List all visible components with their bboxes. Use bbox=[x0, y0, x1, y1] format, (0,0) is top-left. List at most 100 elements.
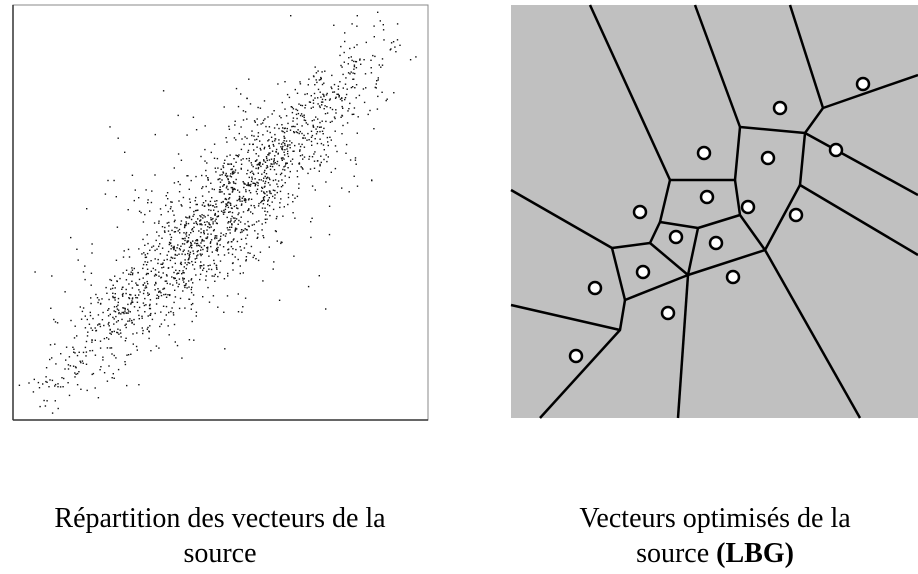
dot bbox=[261, 223, 263, 225]
dot bbox=[144, 256, 147, 259]
dot bbox=[117, 297, 120, 300]
dot bbox=[353, 60, 355, 63]
dot bbox=[242, 158, 244, 160]
dot bbox=[207, 177, 209, 179]
dot bbox=[226, 295, 229, 297]
dot bbox=[160, 276, 163, 278]
dot bbox=[298, 187, 300, 189]
dot bbox=[199, 267, 202, 269]
dot bbox=[165, 195, 167, 197]
dot bbox=[248, 209, 250, 211]
dot bbox=[249, 192, 252, 194]
dot bbox=[90, 284, 92, 286]
dot bbox=[283, 151, 285, 153]
dot bbox=[248, 189, 251, 192]
dot bbox=[245, 237, 247, 240]
dot bbox=[107, 315, 110, 317]
dot bbox=[349, 47, 351, 50]
dot bbox=[185, 224, 187, 227]
dot bbox=[166, 275, 168, 277]
dot bbox=[203, 233, 205, 235]
dot bbox=[154, 133, 156, 136]
scatter-dots bbox=[18, 11, 417, 414]
dot bbox=[231, 241, 233, 243]
dot bbox=[337, 85, 340, 87]
dot bbox=[162, 288, 164, 290]
dot bbox=[310, 130, 313, 132]
dot bbox=[234, 188, 236, 191]
dot bbox=[235, 204, 238, 207]
dot bbox=[363, 101, 366, 104]
dot bbox=[57, 383, 59, 385]
dot bbox=[249, 252, 251, 254]
dot bbox=[352, 72, 354, 74]
dot bbox=[259, 107, 262, 109]
dot bbox=[254, 139, 256, 141]
dot bbox=[154, 312, 156, 315]
dot bbox=[127, 354, 130, 356]
dot bbox=[205, 237, 207, 239]
dot bbox=[297, 112, 300, 115]
dot bbox=[330, 171, 332, 173]
dot bbox=[281, 179, 283, 181]
dot bbox=[256, 138, 258, 141]
dot bbox=[279, 202, 281, 204]
dot bbox=[223, 278, 226, 280]
dot bbox=[321, 130, 324, 132]
dot bbox=[100, 366, 102, 368]
dot bbox=[195, 196, 197, 199]
dot bbox=[240, 126, 242, 128]
dot bbox=[262, 180, 264, 182]
dot bbox=[131, 280, 133, 282]
dot bbox=[370, 72, 373, 74]
dot bbox=[267, 200, 269, 202]
dot bbox=[318, 275, 320, 277]
dot bbox=[221, 179, 223, 181]
dot bbox=[286, 130, 288, 132]
dot bbox=[184, 237, 186, 239]
dot bbox=[226, 204, 229, 206]
dot bbox=[142, 221, 145, 223]
dot bbox=[123, 311, 125, 314]
dot bbox=[113, 377, 115, 379]
dot bbox=[215, 267, 218, 269]
dot bbox=[219, 271, 221, 274]
dot bbox=[381, 64, 384, 66]
dot bbox=[234, 230, 236, 232]
dot bbox=[262, 163, 264, 165]
dot bbox=[327, 141, 329, 143]
dot bbox=[172, 284, 174, 286]
dot bbox=[278, 127, 280, 130]
dot bbox=[160, 214, 162, 216]
edge bbox=[822, 73, 918, 110]
dot bbox=[163, 287, 165, 290]
dot bbox=[51, 357, 53, 359]
dot bbox=[244, 228, 246, 230]
dot bbox=[150, 350, 152, 352]
dot bbox=[209, 264, 211, 266]
dot bbox=[122, 307, 124, 309]
dot bbox=[257, 184, 259, 187]
dot bbox=[224, 208, 227, 211]
dot bbox=[203, 230, 205, 232]
dot bbox=[296, 117, 298, 120]
dot bbox=[290, 15, 292, 17]
dot bbox=[234, 182, 237, 185]
dot bbox=[112, 373, 114, 375]
dot bbox=[245, 190, 247, 193]
dot bbox=[324, 105, 326, 107]
dot bbox=[274, 162, 276, 164]
dot bbox=[348, 108, 350, 110]
dot bbox=[289, 170, 291, 173]
dot bbox=[250, 245, 253, 248]
dot bbox=[228, 163, 230, 165]
dot bbox=[244, 136, 246, 138]
dot bbox=[286, 93, 289, 96]
dot bbox=[97, 314, 100, 316]
dot bbox=[341, 66, 343, 68]
dot bbox=[208, 226, 211, 229]
dot bbox=[85, 340, 88, 343]
dot bbox=[234, 120, 236, 122]
dot bbox=[280, 143, 283, 145]
dot bbox=[237, 293, 239, 295]
